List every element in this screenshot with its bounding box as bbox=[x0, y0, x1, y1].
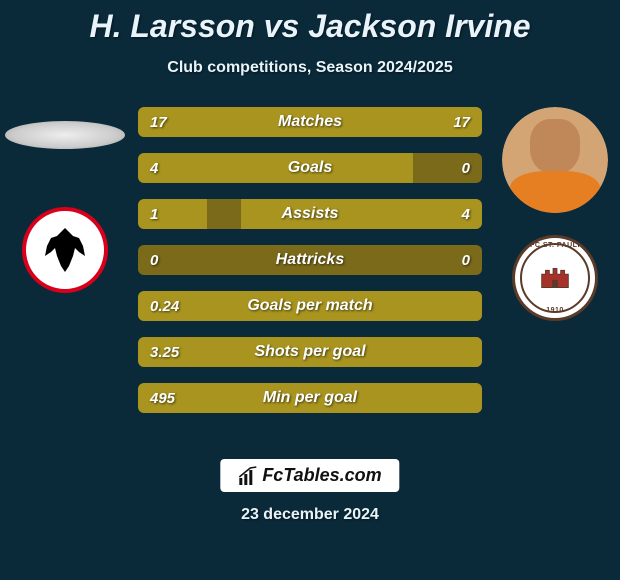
stat-row: 1717Matches bbox=[138, 107, 482, 137]
subtitle: Club competitions, Season 2024/2025 bbox=[0, 59, 620, 77]
eagle-icon bbox=[37, 222, 93, 278]
stats-column: 1717Matches 40Goals 14Assists 00Hattricks 0.… bbox=[138, 107, 482, 429]
stat-label: Goals bbox=[138, 153, 482, 183]
stat-label: Shots per goal bbox=[138, 337, 482, 367]
watermark-text: FcTables.com bbox=[262, 465, 381, 486]
stat-row: 00Hattricks bbox=[138, 245, 482, 275]
stat-label: Assists bbox=[138, 199, 482, 229]
club-badge-right-text-bottom: 1910 bbox=[546, 307, 564, 314]
stat-label: Goals per match bbox=[138, 291, 482, 321]
club-badge-left bbox=[22, 207, 108, 293]
chart-icon bbox=[238, 466, 258, 486]
watermark: FcTables.com bbox=[220, 459, 399, 492]
date-label: 23 december 2024 bbox=[0, 506, 620, 524]
castle-icon bbox=[520, 243, 590, 313]
club-badge-right: FC ST. PAULI 1910 bbox=[512, 235, 598, 321]
stat-label: Matches bbox=[138, 107, 482, 137]
player-left-avatar bbox=[5, 121, 125, 149]
stat-row: 40Goals bbox=[138, 153, 482, 183]
stat-label: Min per goal bbox=[138, 383, 482, 413]
stat-label: Hattricks bbox=[138, 245, 482, 275]
player-left-column bbox=[5, 107, 125, 293]
stat-row: 14Assists bbox=[138, 199, 482, 229]
stat-row: 3.25Shots per goal bbox=[138, 337, 482, 367]
comparison-area: FC ST. PAULI 1910 1717Matches 40Goals 14As… bbox=[0, 107, 620, 437]
stat-row: 0.24Goals per match bbox=[138, 291, 482, 321]
page-title: H. Larsson vs Jackson Irvine bbox=[0, 0, 620, 45]
stat-row: 495Min per goal bbox=[138, 383, 482, 413]
player-right-column: FC ST. PAULI 1910 bbox=[495, 107, 615, 321]
player-right-avatar bbox=[502, 107, 608, 213]
